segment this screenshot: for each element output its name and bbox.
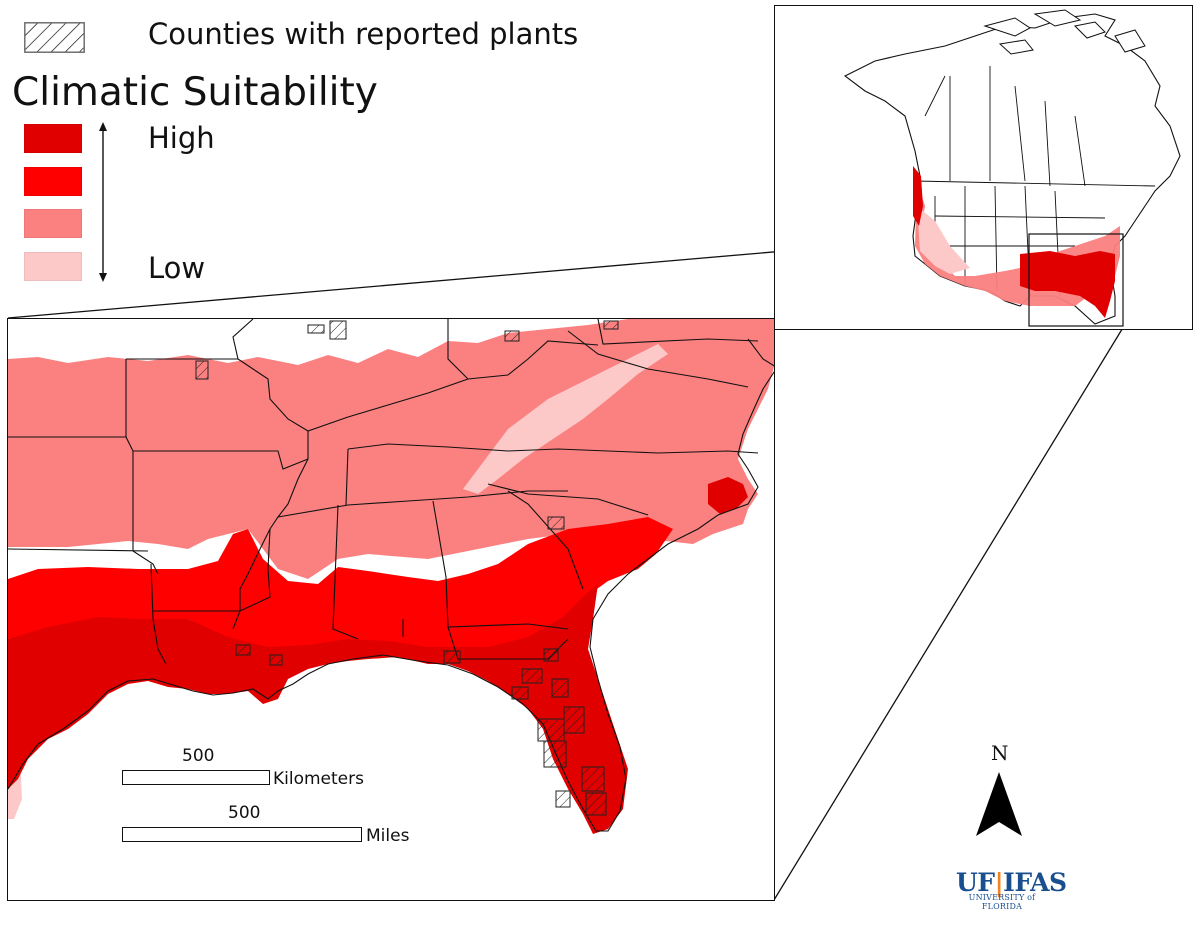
uf-ifas-logo: UF|IFAS UNIVERSITY of FLORIDA <box>956 868 1067 911</box>
legend-high-label: High <box>148 121 215 155</box>
zone-low <box>463 344 668 494</box>
zone-high-nc-coast <box>708 477 748 514</box>
scale-mi-unit: Miles <box>366 826 410 846</box>
logo-uf-text: UF <box>956 868 995 897</box>
reported-counties <box>195 320 619 816</box>
southeast-us-map <box>8 319 774 900</box>
legend-swatch-medium-high <box>24 167 82 196</box>
legend-swatch-medium-low <box>24 209 82 238</box>
scale-mi-value: 500 <box>228 803 261 823</box>
scale-bar-km <box>122 770 270 785</box>
arctic-islands <box>983 9 1146 55</box>
inset-zone-low <box>917 206 970 274</box>
zone-medium-high <box>8 517 673 649</box>
logo-sub-text: UNIVERSITY of FLORIDA <box>968 893 1036 911</box>
legend-swatch-low <box>24 252 82 281</box>
scale-km-value: 500 <box>182 746 215 766</box>
inset-zone-high <box>1020 251 1115 318</box>
scale-km-unit: Kilometers <box>273 769 364 789</box>
north-label: N <box>991 741 1009 765</box>
logo-ifas-text: IFAS <box>1003 868 1067 897</box>
north-america-map <box>775 6 1192 329</box>
state-boundaries <box>8 319 774 665</box>
legend-swatch-high <box>24 124 82 153</box>
main-map-frame <box>7 318 775 901</box>
reported-counties-label: Counties with reported plants <box>148 17 579 51</box>
north-arrow-icon <box>976 772 1022 836</box>
inset-zone-west-coast <box>913 166 923 226</box>
inset-map-frame <box>774 5 1193 330</box>
scale-bar-mi <box>122 827 362 842</box>
zone-high <box>8 584 628 834</box>
double-arrow-icon <box>99 122 107 282</box>
inset-extent-box <box>1028 233 1124 327</box>
admin-boundaries <box>914 66 1156 297</box>
legend-title: Climatic Suitability <box>12 70 378 115</box>
hatch-swatch-icon <box>24 22 85 53</box>
legend-low-label: Low <box>148 251 206 285</box>
